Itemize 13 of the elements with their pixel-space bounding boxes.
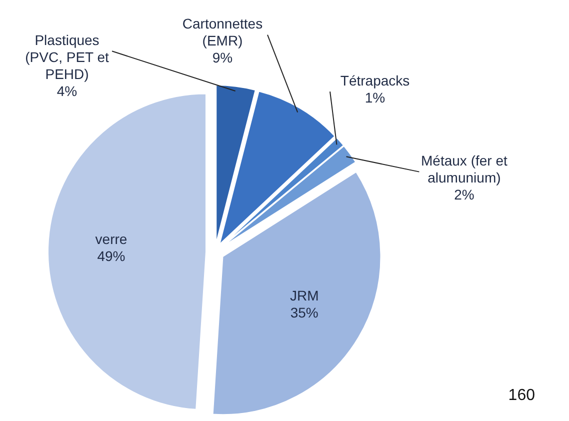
data-label: 49%: [97, 248, 126, 264]
data-label: 35%: [290, 304, 318, 320]
slice-label: JRM: [290, 287, 319, 304]
slice-label: Métaux (fer et alumunium): [421, 152, 508, 186]
text: 160: [508, 387, 536, 404]
slice-label: Cartonnettes (EMR): [182, 15, 263, 48]
data-label: 4%: [56, 82, 78, 99]
slice-label: Tétrapacks: [340, 72, 410, 88]
data-label: 9%: [212, 49, 233, 66]
data-label: 2%: [454, 186, 474, 202]
slice-label: verre: [95, 230, 128, 247]
slice-label: Plastiques (PVC, PET et PEHD): [25, 32, 110, 82]
data-label: 1%: [364, 89, 386, 106]
